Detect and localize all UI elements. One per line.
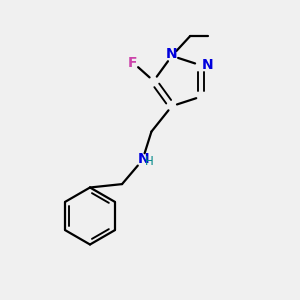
Text: N: N [202,58,213,73]
Text: H: H [145,155,154,168]
Text: F: F [128,56,137,70]
Text: N: N [138,152,149,166]
Text: N: N [166,47,178,61]
